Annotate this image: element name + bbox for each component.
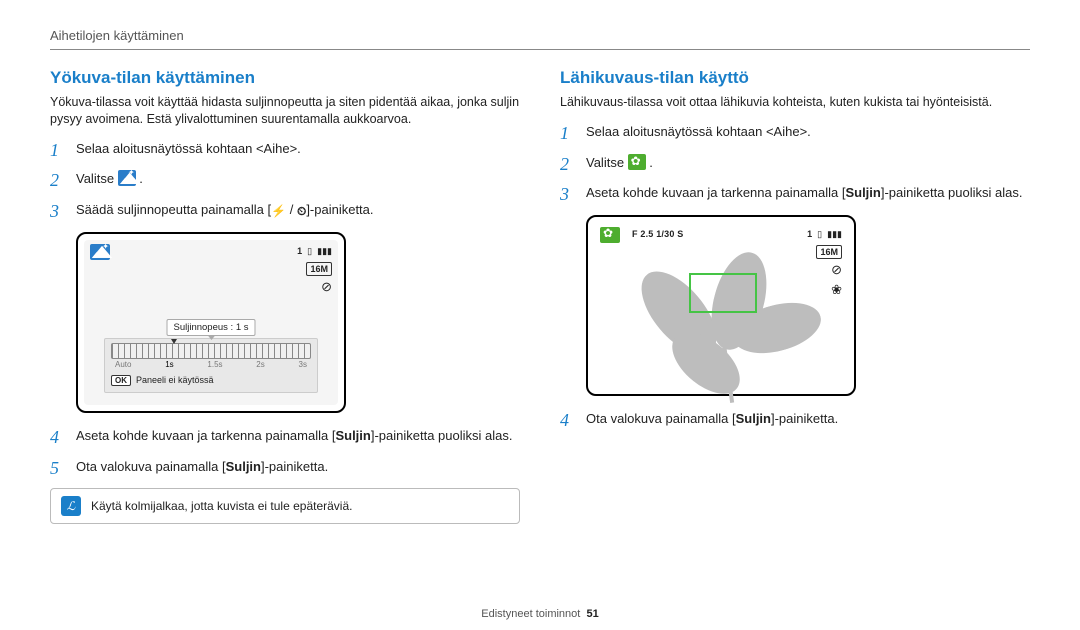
right-title: Lähikuvaus-tilan käyttö: [560, 68, 1030, 88]
note-icon: ℒ: [61, 496, 81, 516]
step-number: 4: [50, 427, 76, 448]
dial-scale: Auto 1s 1.5s 2s 3s: [111, 360, 311, 369]
left-step-4: 4 Aseta kohde kuvaan ja tarkenna painama…: [50, 427, 520, 448]
step-number: 5: [50, 458, 76, 479]
ok-text: Paneeli ei käytössä: [136, 375, 214, 385]
step-text: Ota valokuva painamalla [Suljin]-painike…: [586, 410, 1030, 431]
left-step-5: 5 Ota valokuva painamalla [Suljin]-paini…: [50, 458, 520, 479]
step-text: Aseta kohde kuvaan ja tarkenna painamall…: [76, 427, 520, 448]
step-text: Säädä suljinnopeutta painamalla [⚡ / ⏲]-…: [76, 201, 520, 222]
night-lcd: 1 ▯ ▮▮▮ 16M ⊘ Suljinnopeus : 1 s Auto: [76, 232, 346, 413]
right-step-4: 4 Ota valokuva painamalla [Suljin]-paini…: [560, 410, 1030, 431]
exposure-text: F 2.5 1/30 S: [632, 229, 683, 239]
left-step-2: 2 Valitse .: [50, 170, 520, 191]
right-column: Lähikuvaus-tilan käyttö Lähikuvaus-tilas…: [560, 68, 1030, 524]
night-mode-icon: [118, 170, 136, 186]
breadcrumb: Aihetilojen käyttäminen: [50, 28, 1030, 50]
right-step-1: 1 Selaa aloitusnäytössä kohtaan <Aihe>.: [560, 123, 1030, 144]
lcd-side-icons: 16M ⊘ ❀: [816, 245, 842, 298]
dial-caret: [171, 339, 177, 344]
timer-icon: ⏲: [297, 203, 306, 219]
step-text: Selaa aloitusnäytössä kohtaan <Aihe>.: [76, 140, 520, 161]
flash-off-icon: ⊘: [831, 263, 842, 276]
note-text: Käytä kolmijalkaa, jotta kuvista ei tule…: [91, 499, 352, 513]
right-step-2: 2 Valitse .: [560, 154, 1030, 175]
content-columns: Yökuva-tilan käyttäminen Yökuva-tilassa …: [50, 68, 1030, 524]
step-text: Valitse .: [586, 154, 1030, 175]
step-number: 2: [560, 154, 586, 175]
step-text: Aseta kohde kuvaan ja tarkenna painamall…: [586, 184, 1030, 205]
shutter-dial: Suljinnopeus : 1 s Auto 1s 1.5s 2s 3s OK…: [104, 338, 318, 393]
step-text: Selaa aloitusnäytössä kohtaan <Aihe>.: [586, 123, 1030, 144]
macro-mode-chip: [600, 227, 620, 243]
lcd-status: 1 ▯ ▮▮▮: [297, 246, 332, 257]
macro-mode-icon: [628, 154, 646, 170]
macro-lcd: 1 ▯ ▮▮▮ F 2.5 1/30 S 16M ⊘ ❀: [586, 215, 856, 396]
step-number: 1: [560, 123, 586, 144]
mp-indicator: 16M: [816, 245, 842, 259]
lcd-status: 1 ▯ ▮▮▮: [807, 229, 842, 240]
page-footer: Edistyneet toiminnot 51: [0, 608, 1080, 620]
left-step-1: 1 Selaa aloitusnäytössä kohtaan <Aihe>.: [50, 140, 520, 161]
left-intro: Yökuva-tilassa voit käyttää hidasta sulj…: [50, 94, 520, 128]
night-mode-chip: [90, 244, 110, 260]
step-text: Ota valokuva painamalla [Suljin]-painike…: [76, 458, 520, 479]
step-text: Valitse .: [76, 170, 520, 191]
left-title: Yökuva-tilan käyttäminen: [50, 68, 520, 88]
left-column: Yökuva-tilan käyttäminen Yökuva-tilassa …: [50, 68, 520, 524]
step-number: 1: [50, 140, 76, 161]
lcd-top-row: 1 ▯ ▮▮▮: [90, 244, 332, 260]
note-box: ℒ Käytä kolmijalkaa, jotta kuvista ei tu…: [50, 488, 520, 524]
flash-off-icon: ⊘: [321, 280, 332, 293]
right-intro: Lähikuvaus-tilassa voit ottaa lähikuvia …: [560, 94, 1030, 111]
macro-side-icon: ❀: [831, 282, 842, 298]
shutter-label: Suljinnopeus : 1 s: [167, 319, 256, 336]
flash-icon: ⚡: [271, 203, 286, 219]
left-step-3: 3 Säädä suljinnopeutta painamalla [⚡ / ⏲…: [50, 201, 520, 222]
step-number: 4: [560, 410, 586, 431]
dial-ticks: [111, 343, 311, 359]
step-number: 3: [560, 184, 586, 205]
ok-chip: OK: [111, 375, 131, 386]
lcd-side-icons: 16M ⊘: [306, 262, 332, 293]
mp-indicator: 16M: [306, 262, 332, 276]
step-number: 3: [50, 201, 76, 222]
ok-row: OK Paneeli ei käytössä: [111, 375, 311, 386]
right-step-3: 3 Aseta kohde kuvaan ja tarkenna painama…: [560, 184, 1030, 205]
step-number: 2: [50, 170, 76, 191]
focus-frame: [689, 273, 757, 313]
